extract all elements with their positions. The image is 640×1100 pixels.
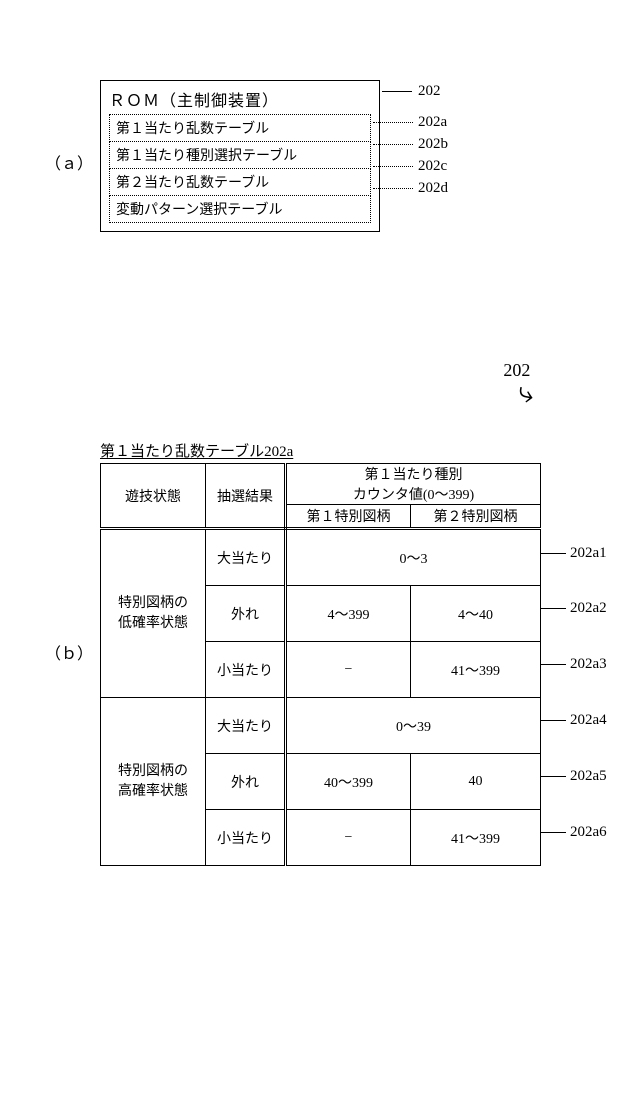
ref-202a4: 202a4 (570, 712, 607, 729)
th-result: 抽選結果 (206, 464, 286, 529)
leader-202 (382, 91, 412, 93)
cell-result-1-1: 外れ (206, 754, 286, 810)
callout-202: 202 ⤶ (500, 360, 534, 405)
cell-c3-0-1: 4～399 (286, 586, 411, 642)
ref-202c: 202c (418, 158, 447, 175)
label-b: （ｂ） (45, 640, 93, 664)
cell-result-0-1: 外れ (206, 586, 286, 642)
leader-202a3 (541, 664, 566, 666)
th-sym2: 第２特別図柄 (411, 505, 541, 529)
cell-span-0-0: 0～3 (286, 529, 541, 586)
cell-state-1: 特別図柄の 高確率状態 (101, 698, 206, 866)
rom-row-2: 第２当たり乱数テーブル (109, 168, 371, 196)
cell-c4-0-2: 41～399 (411, 642, 541, 698)
th-state: 遊技状態 (101, 464, 206, 529)
ref-202: 202 (418, 83, 441, 100)
leader-202b (373, 144, 413, 146)
leader-202d (373, 188, 413, 190)
leader-202a2 (541, 608, 566, 610)
th-sym1: 第１特別図柄 (286, 505, 411, 529)
leader-202a1 (541, 553, 566, 555)
rom-title: ＲＯＭ（主制御装置） (109, 87, 371, 111)
cell-c4-1-2: 41～399 (411, 810, 541, 866)
ref-202a1: 202a1 (570, 545, 607, 562)
rom-box: ＲＯＭ（主制御装置） 第１当たり乱数テーブル 第１当たり種別選択テーブル 第２当… (100, 80, 380, 232)
section-a: ＲＯＭ（主制御装置） 第１当たり乱数テーブル 第１当たり種別選択テーブル 第２当… (100, 80, 530, 232)
cell-result-0-2: 小当たり (206, 642, 286, 698)
table-title: 第１当たり乱数テーブル202a (100, 440, 590, 461)
ref-202a3: 202a3 (570, 656, 607, 673)
cell-c3-1-1: 40～399 (286, 754, 411, 810)
section-b: 第１当たり乱数テーブル202a 遊技状態 抽選結果 第１当たり種別 カウンタ値(… (100, 440, 590, 866)
cell-result-1-0: 大当たり (206, 698, 286, 754)
ref-202b: 202b (418, 136, 448, 153)
th-counter: 第１当たり種別 カウンタ値(0～399) (286, 464, 541, 505)
main-table: 遊技状態 抽選結果 第１当たり種別 カウンタ値(0～399) 第１特別図柄 第２… (100, 463, 541, 866)
leader-202a6 (541, 832, 566, 834)
ref-202a5: 202a5 (570, 768, 607, 785)
ref-202a: 202a (418, 114, 447, 131)
cell-state-0: 特別図柄の 低確率状態 (101, 529, 206, 698)
leader-202a4 (541, 720, 566, 722)
ref-202d: 202d (418, 180, 448, 197)
ref-202a2: 202a2 (570, 600, 607, 617)
leader-202c (373, 166, 413, 168)
rom-row-0: 第１当たり乱数テーブル (109, 114, 371, 142)
leader-202a (373, 122, 413, 124)
cell-c4-1-1: 40 (411, 754, 541, 810)
rom-row-1: 第１当たり種別選択テーブル (109, 141, 371, 169)
ref-202a6: 202a6 (570, 824, 607, 841)
cell-span-1-0: 0～39 (286, 698, 541, 754)
cell-result-1-2: 小当たり (206, 810, 286, 866)
cell-result-0-0: 大当たり (206, 529, 286, 586)
cell-c3-1-2: − (286, 810, 411, 866)
label-a: （ａ） (45, 150, 93, 174)
leader-202a5 (541, 776, 566, 778)
cell-c4-0-1: 4～40 (411, 586, 541, 642)
cell-c3-0-2: − (286, 642, 411, 698)
callout-arrow-icon: ⤶ (516, 382, 535, 407)
rom-row-3: 変動パターン選択テーブル (109, 195, 371, 223)
